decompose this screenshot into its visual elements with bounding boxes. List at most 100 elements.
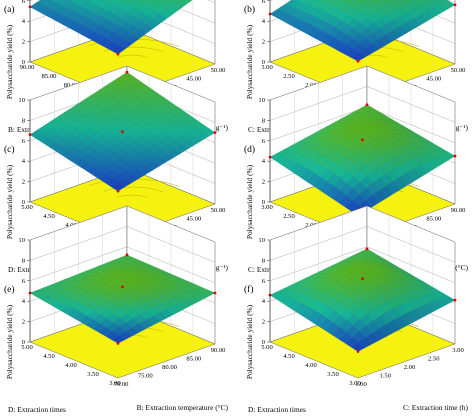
right-axis-label: B: Extraction temperature (°C) <box>137 403 229 412</box>
surface-patch <box>393 0 399 2</box>
z-gridline <box>269 226 456 263</box>
left-axis-tick-label: 3.00 <box>261 64 273 71</box>
z-tick-label: 0 <box>262 59 266 66</box>
z-axis-label: Polysaccharide yield (%) <box>5 24 14 99</box>
floor-contour <box>117 194 148 198</box>
left-axis-label: D: Extraction times <box>248 405 306 414</box>
right-axis-tick-label: 80.00 <box>162 364 178 371</box>
response-surface <box>269 104 456 216</box>
surface-patch <box>351 52 366 62</box>
right-axis-tick-label: 2.50 <box>428 356 440 363</box>
left-axis-tick-label: 3.00 <box>261 204 273 211</box>
design-point-marker <box>125 253 129 257</box>
z-tick-label: 6 <box>262 138 266 145</box>
right-axis-tick-label: 45.00 <box>186 216 202 223</box>
right-axis-tick-label: 3.00 <box>452 347 464 354</box>
design-point-marker <box>121 130 124 133</box>
design-point-marker <box>213 131 217 134</box>
z-tick-label: 8 <box>22 117 26 124</box>
z-tick-label: 4 <box>22 298 26 305</box>
z-tick-label: 0 <box>262 339 266 346</box>
design-point-marker <box>121 285 124 289</box>
left-axis-tick-label: 4.50 <box>43 353 55 360</box>
left-axis-tick-label: 90.00 <box>20 64 36 71</box>
surface-patch <box>351 342 366 352</box>
panel-label: (b) <box>244 4 255 15</box>
z-gridline <box>29 205 216 243</box>
z-tick-label: 2 <box>22 39 25 46</box>
left-axis-tick-label: 4.50 <box>43 213 55 220</box>
z-tick-label: 0 <box>262 199 266 206</box>
design-point-marker <box>365 247 369 251</box>
surface-patch <box>85 0 92 2</box>
surface-patch <box>111 45 126 55</box>
design-point-marker <box>453 298 457 302</box>
z-tick-label: 4 <box>22 158 26 165</box>
z-axis-label: Polysaccharide yield (%) <box>245 304 254 379</box>
right-axis-tick-label: 90.00 <box>451 207 467 214</box>
z-axis-label: Polysaccharide yield (%) <box>5 304 14 379</box>
surface-patch <box>66 0 72 2</box>
z-tick-label: 10 <box>18 237 25 244</box>
panel-label: (a) <box>4 4 15 15</box>
z-tick-label: 6 <box>22 0 26 5</box>
z-tick-label: 4 <box>262 158 266 165</box>
z-gridline <box>269 205 456 243</box>
design-point-marker <box>356 350 360 353</box>
design-point-marker <box>361 138 364 142</box>
z-tick-label: 2 <box>22 319 25 326</box>
response-surface <box>29 254 216 344</box>
z-tick-label: 6 <box>262 278 266 285</box>
left-axis-tick-label: 4.00 <box>305 362 317 369</box>
surface-patch <box>111 182 126 192</box>
z-tick-label: 10 <box>18 97 25 104</box>
z-tick-label: 2 <box>262 39 265 46</box>
z-tick-label: 8 <box>262 117 266 124</box>
z-tick-label: 2 <box>22 179 25 186</box>
z-tick-label: 4 <box>22 18 26 25</box>
response-surface <box>29 0 193 55</box>
right-axis-tick-label: 50.00 <box>211 67 227 74</box>
z-axis-label: Polysaccharide yield (%) <box>245 164 254 239</box>
right-axis-tick-label: 1.00 <box>355 381 367 388</box>
right-axis-tick-label: 50.00 <box>211 207 227 214</box>
surface-patch <box>151 0 158 2</box>
panel-label: (c) <box>4 144 15 155</box>
surface-patch <box>111 335 126 344</box>
design-point-marker <box>116 189 120 193</box>
left-axis-tick-label: 2.50 <box>283 73 295 80</box>
panel-label: (e) <box>4 284 15 295</box>
right-axis-tick-label: 85.00 <box>426 216 442 223</box>
right-axis-tick-label: 45.00 <box>186 76 202 83</box>
design-point-marker <box>213 291 217 295</box>
panel-label: (d) <box>244 144 255 155</box>
floor-contour <box>103 186 164 193</box>
left-axis-tick-label: 5.00 <box>21 344 33 351</box>
left-axis-tick-label: 85.00 <box>42 73 58 80</box>
right-axis-tick-label: 90.00 <box>211 347 227 354</box>
z-tick-label: 6 <box>22 138 26 145</box>
z-tick-label: 4 <box>262 18 266 25</box>
z-axis-label: Polysaccharide yield (%) <box>5 164 14 239</box>
left-axis-tick-label: 3.50 <box>327 371 339 378</box>
left-axis-tick-label: 3.00 <box>349 380 361 387</box>
z-tick-label: 8 <box>262 257 266 264</box>
left-axis-tick-label: 3.00 <box>109 380 121 387</box>
response-surface <box>29 71 216 192</box>
right-axis-tick-label: 2.00 <box>404 364 416 371</box>
surface-plot-f: (f) 0 2 4 6 8 10 Polysaccharide yield (%) 5.00 4.… <box>244 205 469 414</box>
design-point-marker <box>116 341 120 345</box>
right-axis-label: C: Extraction time (h) <box>403 403 469 412</box>
z-tick-label: 6 <box>22 278 26 285</box>
z-tick-label: 0 <box>22 199 26 206</box>
z-tick-label: 0 <box>22 59 26 66</box>
z-gridline <box>269 65 456 103</box>
design-point-marker <box>361 277 364 281</box>
left-axis-tick-label: 4.00 <box>65 362 77 369</box>
z-gridline <box>269 86 456 123</box>
design-point-marker <box>453 154 457 158</box>
z-tick-label: 10 <box>258 237 265 244</box>
z-tick-label: 4 <box>262 298 266 305</box>
response-surface <box>269 0 456 62</box>
